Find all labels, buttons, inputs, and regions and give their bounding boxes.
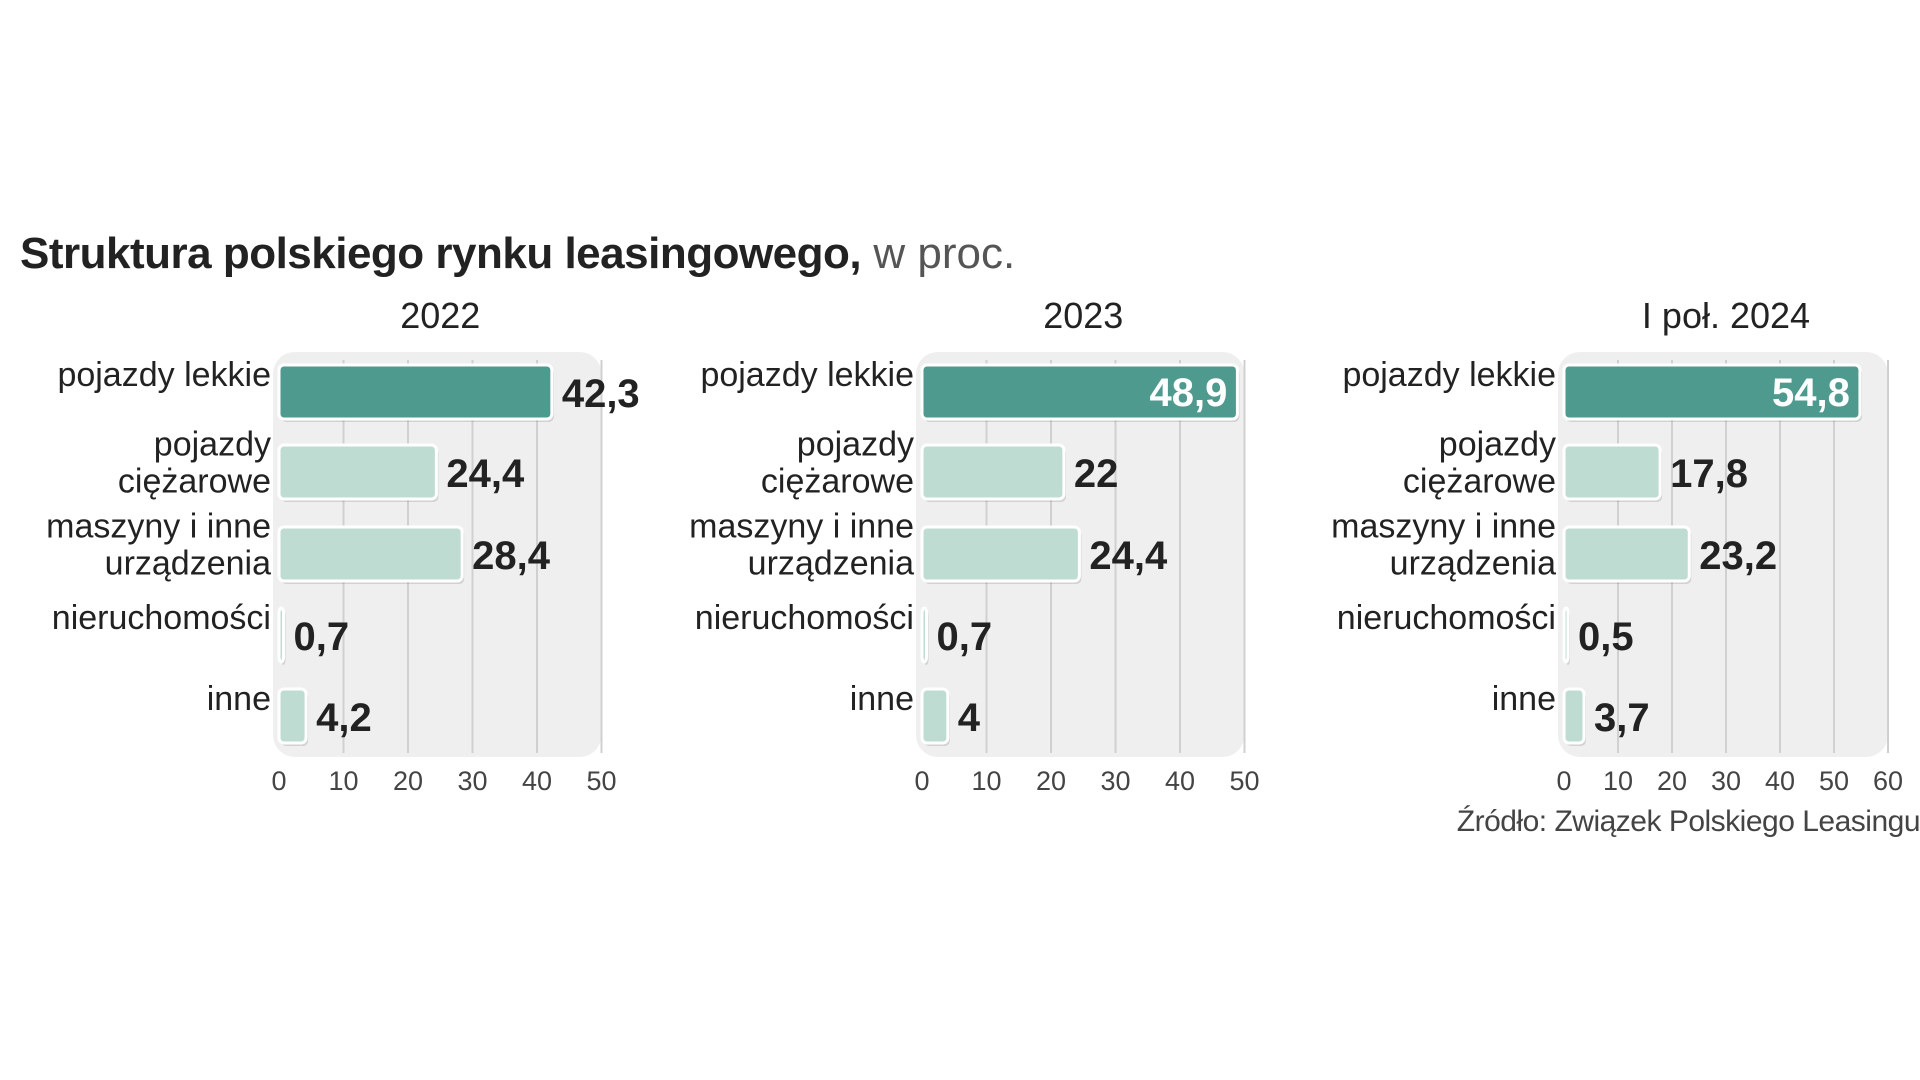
category-label: pojazdy xyxy=(154,426,271,464)
tick-label: 40 xyxy=(522,766,552,796)
bar xyxy=(1562,443,1662,501)
tick-label: 30 xyxy=(1711,766,1741,796)
value-label: 22 xyxy=(1074,452,1119,496)
chart-subtitle: 2022 xyxy=(400,295,480,336)
tick-label: 50 xyxy=(1229,766,1259,796)
value-label: 0,5 xyxy=(1578,615,1634,659)
category-label: maszyny i inne xyxy=(1331,508,1556,546)
value-label: 0,7 xyxy=(937,615,993,659)
chart-title-main: Struktura polskiego rynku leasingowego, xyxy=(20,229,862,278)
bar xyxy=(277,606,286,664)
category-label: urządzenia xyxy=(105,545,271,583)
bar xyxy=(277,687,308,745)
value-label: 4,2 xyxy=(316,696,372,740)
chart-title: Struktura polskiego rynku leasingowego, … xyxy=(20,232,1015,276)
category-label: pojazdy xyxy=(1439,426,1556,464)
bar xyxy=(277,443,438,501)
value-label: 17,8 xyxy=(1670,452,1748,496)
bar xyxy=(1562,687,1586,745)
tick-label: 30 xyxy=(457,766,487,796)
tick-label: 10 xyxy=(971,766,1001,796)
tick-label: 40 xyxy=(1765,766,1795,796)
bar xyxy=(920,687,950,745)
value-label: 24,4 xyxy=(1089,534,1168,578)
category-label: nieruchomości xyxy=(1337,599,1556,637)
value-label: 54,8 xyxy=(1772,371,1850,415)
bar xyxy=(1562,525,1691,583)
tick-label: 0 xyxy=(914,766,929,796)
category-label: urządzenia xyxy=(1390,545,1556,583)
tick-label: 50 xyxy=(586,766,616,796)
category-label: inne xyxy=(850,680,914,718)
value-label: 0,7 xyxy=(294,615,350,659)
chart-title-unit: w proc. xyxy=(873,229,1016,278)
bar xyxy=(920,525,1081,583)
value-label: 24,4 xyxy=(446,452,525,496)
tick-label: 40 xyxy=(1165,766,1195,796)
source-note: Źródło: Związek Polskiego Leasingu xyxy=(1456,805,1920,838)
value-label: 28,4 xyxy=(472,534,551,578)
tick-label: 20 xyxy=(1657,766,1687,796)
tick-label: 60 xyxy=(1873,766,1903,796)
category-label: maszyny i inne xyxy=(46,508,271,546)
tick-label: 30 xyxy=(1100,766,1130,796)
value-label: 4 xyxy=(958,696,981,740)
bar xyxy=(1562,606,1570,664)
tick-label: 50 xyxy=(1819,766,1849,796)
bar xyxy=(920,606,929,664)
category-label: urządzenia xyxy=(748,545,914,583)
bar xyxy=(1562,363,1862,421)
tick-label: 10 xyxy=(328,766,358,796)
value-label: 42,3 xyxy=(562,372,640,416)
bar xyxy=(920,443,1066,501)
category-label: pojazdy lekkie xyxy=(57,356,271,394)
bar xyxy=(277,525,464,583)
category-label: nieruchomości xyxy=(695,599,914,637)
category-label: ciężarowe xyxy=(118,463,271,501)
tick-label: 10 xyxy=(1603,766,1633,796)
category-label: inne xyxy=(207,680,271,718)
tick-label: 0 xyxy=(1556,766,1571,796)
tick-label: 0 xyxy=(271,766,286,796)
category-label: pojazdy xyxy=(797,426,914,464)
category-label: pojazdy lekkie xyxy=(700,356,914,394)
category-label: inne xyxy=(1492,680,1556,718)
category-label: ciężarowe xyxy=(761,463,914,501)
value-label: 48,9 xyxy=(1150,371,1228,415)
tick-label: 20 xyxy=(1036,766,1066,796)
category-label: nieruchomości xyxy=(52,599,271,637)
tick-label: 20 xyxy=(393,766,423,796)
chart-subtitle: 2023 xyxy=(1043,295,1123,336)
category-label: ciężarowe xyxy=(1403,463,1556,501)
category-label: pojazdy lekkie xyxy=(1342,356,1556,394)
bar xyxy=(920,363,1239,421)
chart-subtitle: I poł. 2024 xyxy=(1642,295,1810,336)
value-label: 23,2 xyxy=(1699,534,1777,578)
bar xyxy=(277,363,554,421)
value-label: 3,7 xyxy=(1594,696,1650,740)
category-label: maszyny i inne xyxy=(689,508,914,546)
